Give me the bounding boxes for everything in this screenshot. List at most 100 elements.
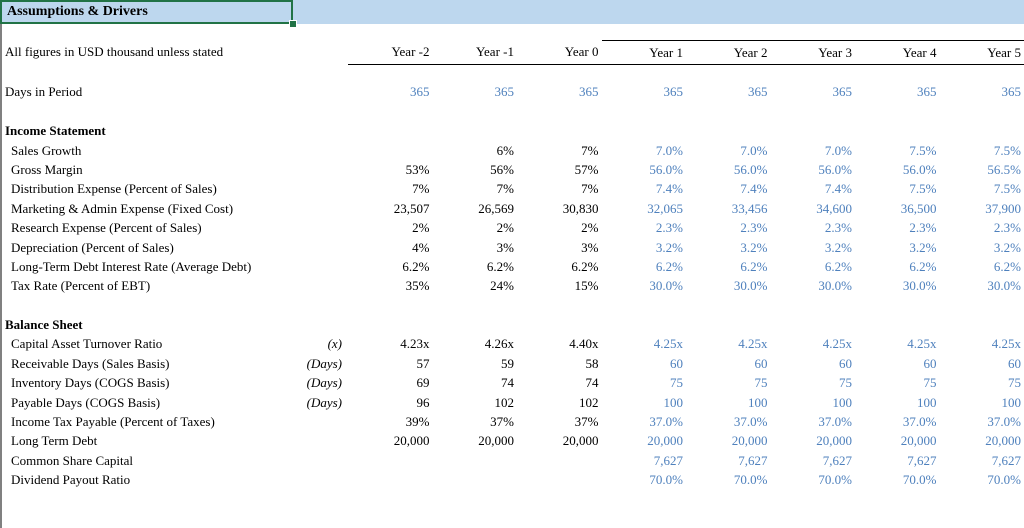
cell[interactable]: 58	[585, 355, 599, 371]
cell[interactable]	[433, 470, 518, 489]
column-header-year-0[interactable]: Year 0	[517, 40, 602, 65]
cell[interactable]: 7.0%	[655, 142, 683, 158]
cell[interactable]: 4.25x	[653, 336, 683, 352]
cell[interactable]: 7%	[412, 181, 430, 197]
cell[interactable]: 2.3%	[655, 220, 683, 236]
cell[interactable]: 4.25x	[907, 336, 937, 352]
cell[interactable]: 23,507	[393, 200, 430, 216]
cell[interactable]: 70.0%	[987, 472, 1021, 488]
cell[interactable]: 6%	[496, 142, 514, 158]
cell[interactable]: 365	[663, 84, 684, 100]
row-label[interactable]: Tax Rate (Percent of EBT)	[11, 278, 151, 294]
cell[interactable]: 2.3%	[909, 220, 937, 236]
cell[interactable]: 20,000	[478, 433, 514, 449]
cell[interactable]: 30.0%	[818, 278, 852, 294]
cell[interactable]: 30.0%	[649, 278, 683, 294]
cell[interactable]: 36,500	[900, 200, 937, 216]
row-unit[interactable]	[296, 82, 348, 101]
cell[interactable]: 6.2%	[402, 258, 430, 274]
cell[interactable]: 7.4%	[740, 181, 768, 197]
cell[interactable]: 7%	[581, 142, 599, 158]
cell[interactable]: 20,000	[731, 433, 768, 449]
cell[interactable]: 70.0%	[733, 472, 768, 488]
column-header-year-5[interactable]: Year 5	[939, 40, 1024, 65]
cell[interactable]: 7.5%	[909, 181, 937, 197]
row-label[interactable]: Long-Term Debt Interest Rate (Average De…	[11, 258, 252, 274]
row-unit[interactable]	[296, 431, 348, 450]
row-unit[interactable]	[296, 179, 348, 198]
cell[interactable]: 3%	[581, 239, 599, 255]
row-unit[interactable]: (Days)	[306, 375, 342, 391]
section-header[interactable]: Balance Sheet	[5, 317, 83, 333]
cell[interactable]: 60	[1008, 355, 1021, 371]
cell[interactable]: 4.26x	[484, 336, 514, 352]
cell[interactable]: 33,456	[731, 200, 768, 216]
cell[interactable]: 7,627	[907, 452, 937, 468]
row-unit[interactable]: (x)	[327, 336, 342, 352]
cell[interactable]: 96	[416, 394, 430, 410]
cell[interactable]: 30,830	[562, 200, 599, 216]
cell[interactable]: 20,000	[985, 433, 1021, 449]
cell[interactable]: 70.0%	[818, 472, 852, 488]
cell[interactable]: 4.25x	[991, 336, 1021, 352]
cell[interactable]: 4.25x	[822, 336, 852, 352]
cell[interactable]: 7.4%	[655, 181, 683, 197]
cell[interactable]: 70.0%	[902, 472, 937, 488]
cell[interactable]: 7,627	[822, 452, 852, 468]
cell[interactable]: 365	[494, 84, 515, 100]
cell[interactable]: 39%	[405, 414, 430, 430]
cell[interactable]: 37.0%	[987, 414, 1021, 430]
row-unit[interactable]: (Days)	[306, 355, 342, 371]
cell[interactable]: 20,000	[816, 433, 852, 449]
cell[interactable]: 102	[494, 394, 515, 410]
row-label[interactable]: Income Tax Payable (Percent of Taxes)	[11, 414, 215, 430]
cell[interactable]: 53%	[405, 161, 430, 177]
cell[interactable]: 75	[670, 375, 683, 391]
cell[interactable]: 30.0%	[733, 278, 768, 294]
cell[interactable]: 365	[748, 84, 768, 100]
cell[interactable]: 6.2%	[740, 258, 768, 274]
cell[interactable]: 75	[839, 375, 852, 391]
cell[interactable]: 56.0%	[649, 161, 683, 177]
cell[interactable]: 37.0%	[733, 414, 768, 430]
cell[interactable]: 59	[501, 355, 514, 371]
cell[interactable]: 56.0%	[733, 161, 768, 177]
cell[interactable]: 4%	[412, 239, 430, 255]
row-label[interactable]: Payable Days (COGS Basis)	[11, 394, 161, 410]
cell[interactable]: 365	[832, 84, 853, 100]
cell[interactable]: 3.2%	[909, 239, 937, 255]
cell[interactable]: 6.2%	[993, 258, 1021, 274]
cell[interactable]: 2%	[412, 220, 430, 236]
cell[interactable]: 60	[754, 355, 768, 371]
cell[interactable]: 6.2%	[486, 258, 514, 274]
column-header-year-3[interactable]: Year 3	[770, 40, 855, 65]
cell[interactable]: 4.23x	[400, 336, 430, 352]
column-header-year--2[interactable]: Year -2	[348, 40, 433, 65]
cell[interactable]: 100	[917, 394, 937, 410]
cell[interactable]: 4.40x	[569, 336, 599, 352]
row-label[interactable]: Receivable Days (Sales Basis)	[11, 355, 170, 371]
cell[interactable]: 100	[1001, 394, 1022, 410]
cell[interactable]	[348, 470, 433, 489]
row-label[interactable]: Depreciation (Percent of Sales)	[11, 239, 174, 255]
sheet-subtitle[interactable]: All figures in USD thousand unless state…	[5, 44, 224, 59]
cell[interactable]: 37.0%	[902, 414, 937, 430]
cell[interactable]	[348, 141, 433, 160]
cell[interactable]: 24%	[490, 278, 514, 294]
selection-fill-handle[interactable]	[289, 20, 297, 28]
cell[interactable]: 7,627	[991, 452, 1021, 468]
cell[interactable]: 74	[585, 375, 599, 391]
cell[interactable]: 37%	[490, 414, 514, 430]
cell[interactable]: 56.0%	[818, 161, 852, 177]
cell[interactable]: 35%	[405, 278, 430, 294]
cell[interactable]: 3.2%	[993, 239, 1021, 255]
row-unit[interactable]	[296, 276, 348, 295]
column-header-year-4[interactable]: Year 4	[855, 40, 940, 65]
cell[interactable]: 37,900	[985, 200, 1021, 216]
cell[interactable]: 56%	[490, 161, 514, 177]
cell[interactable]: 60	[839, 355, 852, 371]
cell[interactable]: 7.0%	[824, 142, 852, 158]
cell[interactable]	[348, 451, 433, 470]
cell[interactable]: 3.2%	[740, 239, 768, 255]
row-unit[interactable]	[296, 257, 348, 276]
